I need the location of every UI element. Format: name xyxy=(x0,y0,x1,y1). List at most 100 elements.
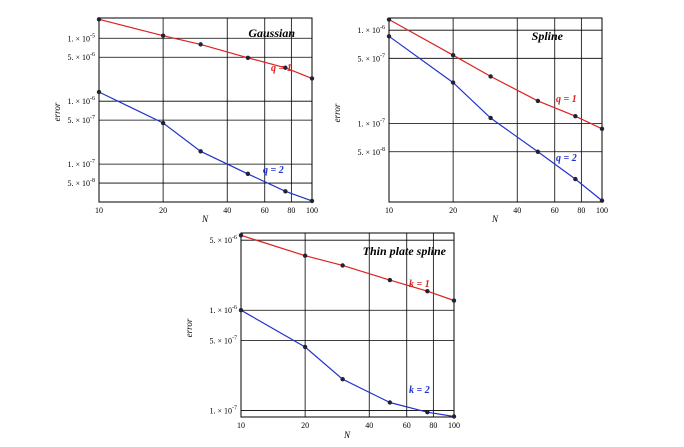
data-point xyxy=(245,55,251,60)
data-point xyxy=(573,176,578,182)
data-point xyxy=(160,120,166,126)
data-point xyxy=(245,171,251,177)
data-point xyxy=(425,288,430,294)
x-tick-label: 40 xyxy=(513,206,521,215)
data-point xyxy=(450,52,456,58)
plot-frame xyxy=(98,17,313,203)
data-point xyxy=(198,149,203,154)
data-point xyxy=(283,189,288,194)
data-point xyxy=(302,344,308,350)
data-point xyxy=(386,17,392,22)
x-tick-label: 80 xyxy=(287,206,295,215)
series-k-2: k = 2 xyxy=(238,308,457,419)
y-tick-label: 1. × 10-5 xyxy=(67,33,95,43)
series-q-2: q = 2 xyxy=(96,89,315,204)
data-point xyxy=(599,126,605,132)
data-point xyxy=(535,149,541,154)
x-tick-label: 40 xyxy=(223,206,231,215)
y-tick-label: 5. × 10-7 xyxy=(209,335,237,345)
y-tick-label: 5. × 10-8 xyxy=(67,178,95,188)
data-point xyxy=(599,198,605,203)
plot-area xyxy=(99,18,312,202)
series-label: q = 2 xyxy=(263,165,284,176)
panel-title: Thin plate spline xyxy=(363,244,447,258)
data-point xyxy=(535,98,541,104)
x-axis-label: N xyxy=(201,214,209,224)
y-tick-label: 1. × 10-6 xyxy=(209,305,237,315)
data-point xyxy=(283,65,288,70)
series-label: q = 2 xyxy=(556,153,577,164)
x-tick-label: 20 xyxy=(301,421,309,430)
series-q-2: q = 2 xyxy=(386,34,605,203)
data-point xyxy=(309,76,315,81)
data-point xyxy=(302,253,308,258)
series-k-1: k = 1 xyxy=(238,233,457,303)
series-label: q = 1 xyxy=(556,94,577,105)
x-tick-label: 40 xyxy=(365,421,373,430)
x-tick-label: 10 xyxy=(237,421,245,430)
chart-panel-gaussian: 10 20 40 60 80 100 1. × 10-5 5. × 10-6 1. × 10-6… xyxy=(52,17,318,224)
data-point xyxy=(160,33,166,38)
plot-area xyxy=(241,233,454,417)
y-tick-label: 5. × 10-6 xyxy=(67,52,95,62)
data-point xyxy=(309,198,315,204)
data-point xyxy=(198,42,203,47)
data-point xyxy=(451,298,457,303)
data-point xyxy=(238,233,244,238)
y-axis-label: error xyxy=(332,103,342,122)
x-tick-label: 60 xyxy=(551,206,559,215)
x-tick-label: 20 xyxy=(449,206,457,215)
plot-area xyxy=(389,18,602,202)
x-tick-label: 80 xyxy=(429,421,437,430)
series-line-q-2 xyxy=(388,35,603,202)
plot-frame xyxy=(388,17,603,203)
x-tick-label: 80 xyxy=(577,206,585,215)
x-tick-label: 100 xyxy=(596,206,608,215)
y-tick-label: 1. × 10-7 xyxy=(67,159,95,169)
series-label: k = 1 xyxy=(409,279,430,290)
x-tick-label: 60 xyxy=(261,206,269,215)
y-tick-label: 5. × 10-6 xyxy=(209,235,237,245)
series-q-1: q = 1 xyxy=(386,17,605,132)
data-point xyxy=(451,414,457,419)
y-tick-label: 5. × 10-8 xyxy=(357,147,385,157)
data-point xyxy=(238,308,244,313)
data-point xyxy=(573,114,578,119)
y-tick-label: 5. × 10-7 xyxy=(357,53,385,63)
x-tick-label: 100 xyxy=(448,421,460,430)
series-line-q-2 xyxy=(98,91,313,202)
data-point xyxy=(488,115,493,121)
series-q-1: q = 1 xyxy=(96,17,315,81)
panel-title: Spline xyxy=(532,29,564,43)
data-point xyxy=(96,89,102,95)
data-point xyxy=(96,17,102,22)
data-point xyxy=(386,34,392,39)
data-point xyxy=(340,263,345,268)
chart-panel-spline: 10 20 40 60 80 100 1. × 10-6 5. × 10-7 1. × 10-7… xyxy=(332,17,608,224)
panel-title: Gaussian xyxy=(248,26,295,40)
series-line-q-1 xyxy=(98,18,313,79)
series-label: q = 1 xyxy=(271,63,292,74)
data-point xyxy=(488,74,493,79)
y-axis-label: error xyxy=(184,318,194,337)
data-point xyxy=(450,80,456,85)
y-tick-label: 1. × 10-7 xyxy=(209,405,237,415)
x-tick-label: 60 xyxy=(403,421,411,430)
data-point xyxy=(340,376,345,382)
series-line-k-1 xyxy=(240,234,455,302)
data-point xyxy=(387,400,393,405)
y-tick-label: 1. × 10-6 xyxy=(67,96,95,106)
plot-frame xyxy=(240,232,455,418)
data-point xyxy=(387,277,393,283)
x-tick-label: 10 xyxy=(385,206,393,215)
x-tick-label: 10 xyxy=(95,206,103,215)
series-label: k = 2 xyxy=(409,385,430,396)
x-axis-label: N xyxy=(343,430,351,440)
y-tick-label: 1. × 10-6 xyxy=(357,25,385,35)
y-tick-label: 5. × 10-7 xyxy=(67,115,95,125)
y-axis-label: error xyxy=(52,102,62,121)
series-line-k-2 xyxy=(240,309,455,418)
y-tick-label: 1. × 10-7 xyxy=(357,119,385,129)
x-axis-label: N xyxy=(491,214,499,224)
